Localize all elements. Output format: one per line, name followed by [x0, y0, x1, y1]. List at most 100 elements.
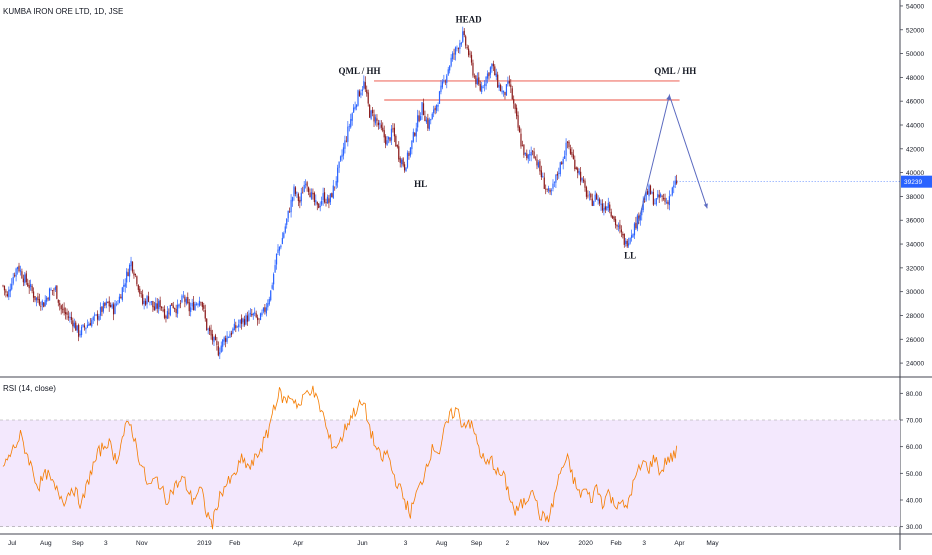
candle-body — [147, 296, 150, 302]
candle-body — [603, 208, 605, 212]
candle — [225, 335, 227, 348]
candle-body — [12, 277, 14, 284]
candle — [491, 63, 493, 73]
candle-body — [239, 319, 241, 324]
candle-body — [628, 243, 630, 246]
candle — [137, 284, 139, 293]
candle — [380, 120, 382, 131]
candle — [545, 184, 547, 195]
candle-body — [473, 76, 476, 78]
candle — [86, 319, 88, 329]
candle — [262, 307, 265, 314]
candle-body — [249, 312, 251, 315]
candle — [476, 72, 478, 86]
candle — [169, 304, 171, 317]
candle — [95, 314, 97, 317]
candle — [671, 186, 673, 197]
candle-body — [492, 63, 494, 67]
price-tick-label: 38000 — [906, 194, 924, 201]
candle — [482, 85, 484, 89]
candle-body — [488, 72, 490, 77]
last-price-badge — [901, 175, 932, 188]
candle — [160, 306, 163, 311]
candle — [657, 190, 659, 200]
candle — [162, 306, 164, 313]
rsi-tick-label: 50.00 — [906, 471, 923, 478]
candle — [601, 199, 604, 213]
candle-body — [31, 285, 33, 292]
candle — [630, 229, 633, 242]
candle-body — [617, 225, 620, 227]
candle — [60, 304, 62, 315]
candle-body — [201, 302, 203, 307]
candle — [235, 321, 237, 333]
candle-body — [294, 187, 297, 194]
candle — [102, 301, 104, 314]
candle-body — [453, 53, 455, 55]
candle-body — [545, 188, 547, 190]
candle — [427, 113, 429, 132]
candle-body — [361, 89, 363, 92]
candle-body — [629, 237, 631, 244]
candle — [313, 191, 315, 206]
candle-body — [297, 194, 299, 202]
candle — [508, 75, 510, 87]
candle-body — [204, 310, 206, 319]
candle — [223, 336, 225, 346]
candle — [267, 299, 269, 311]
candle — [8, 286, 10, 301]
candle-body — [387, 136, 390, 140]
candle — [190, 302, 192, 317]
candle — [309, 188, 311, 198]
time-tick-label: Jun — [357, 540, 368, 547]
projection-path — [636, 93, 708, 227]
candle — [78, 323, 80, 342]
candle-body — [484, 84, 486, 86]
candle-body — [427, 118, 429, 129]
candle — [374, 114, 377, 126]
time-tick-label: 2020 — [578, 540, 593, 547]
time-tick-label: Sep — [471, 540, 483, 547]
candle — [433, 105, 435, 118]
time-tick-label: Nov — [136, 540, 148, 547]
candle — [31, 283, 33, 294]
candle-body — [56, 285, 58, 299]
price-tick-label: 46000 — [906, 99, 924, 106]
candle-body — [497, 74, 499, 88]
candle — [163, 305, 166, 320]
candle — [562, 156, 564, 170]
candle-body — [203, 305, 205, 309]
candle — [239, 319, 241, 328]
candle-body — [79, 333, 81, 336]
price-tick-label: 24000 — [906, 361, 924, 368]
candle-body — [398, 146, 400, 160]
candle — [305, 179, 307, 189]
candle — [284, 223, 286, 234]
candle — [147, 291, 150, 303]
candle-body — [207, 328, 209, 330]
candle — [35, 297, 38, 307]
candle-body — [80, 326, 83, 336]
candle — [271, 282, 273, 290]
candle-body — [641, 208, 643, 216]
candle — [382, 122, 384, 133]
candle — [115, 301, 118, 307]
candle — [51, 289, 54, 296]
candle-body — [334, 186, 336, 188]
rsi-tick-label: 60.00 — [906, 444, 923, 451]
candle-body — [665, 202, 668, 204]
candle — [370, 109, 372, 121]
candle — [120, 294, 122, 299]
candle — [195, 302, 198, 306]
candle-body — [446, 75, 448, 83]
candle-body — [88, 323, 90, 326]
candle-body — [459, 43, 461, 50]
candle-body — [27, 283, 29, 287]
candle — [254, 307, 256, 317]
rsi-tick-label: 30.00 — [906, 524, 923, 531]
candle-body — [463, 30, 465, 36]
candle — [325, 198, 327, 207]
candle — [80, 324, 83, 338]
candle — [140, 290, 142, 298]
